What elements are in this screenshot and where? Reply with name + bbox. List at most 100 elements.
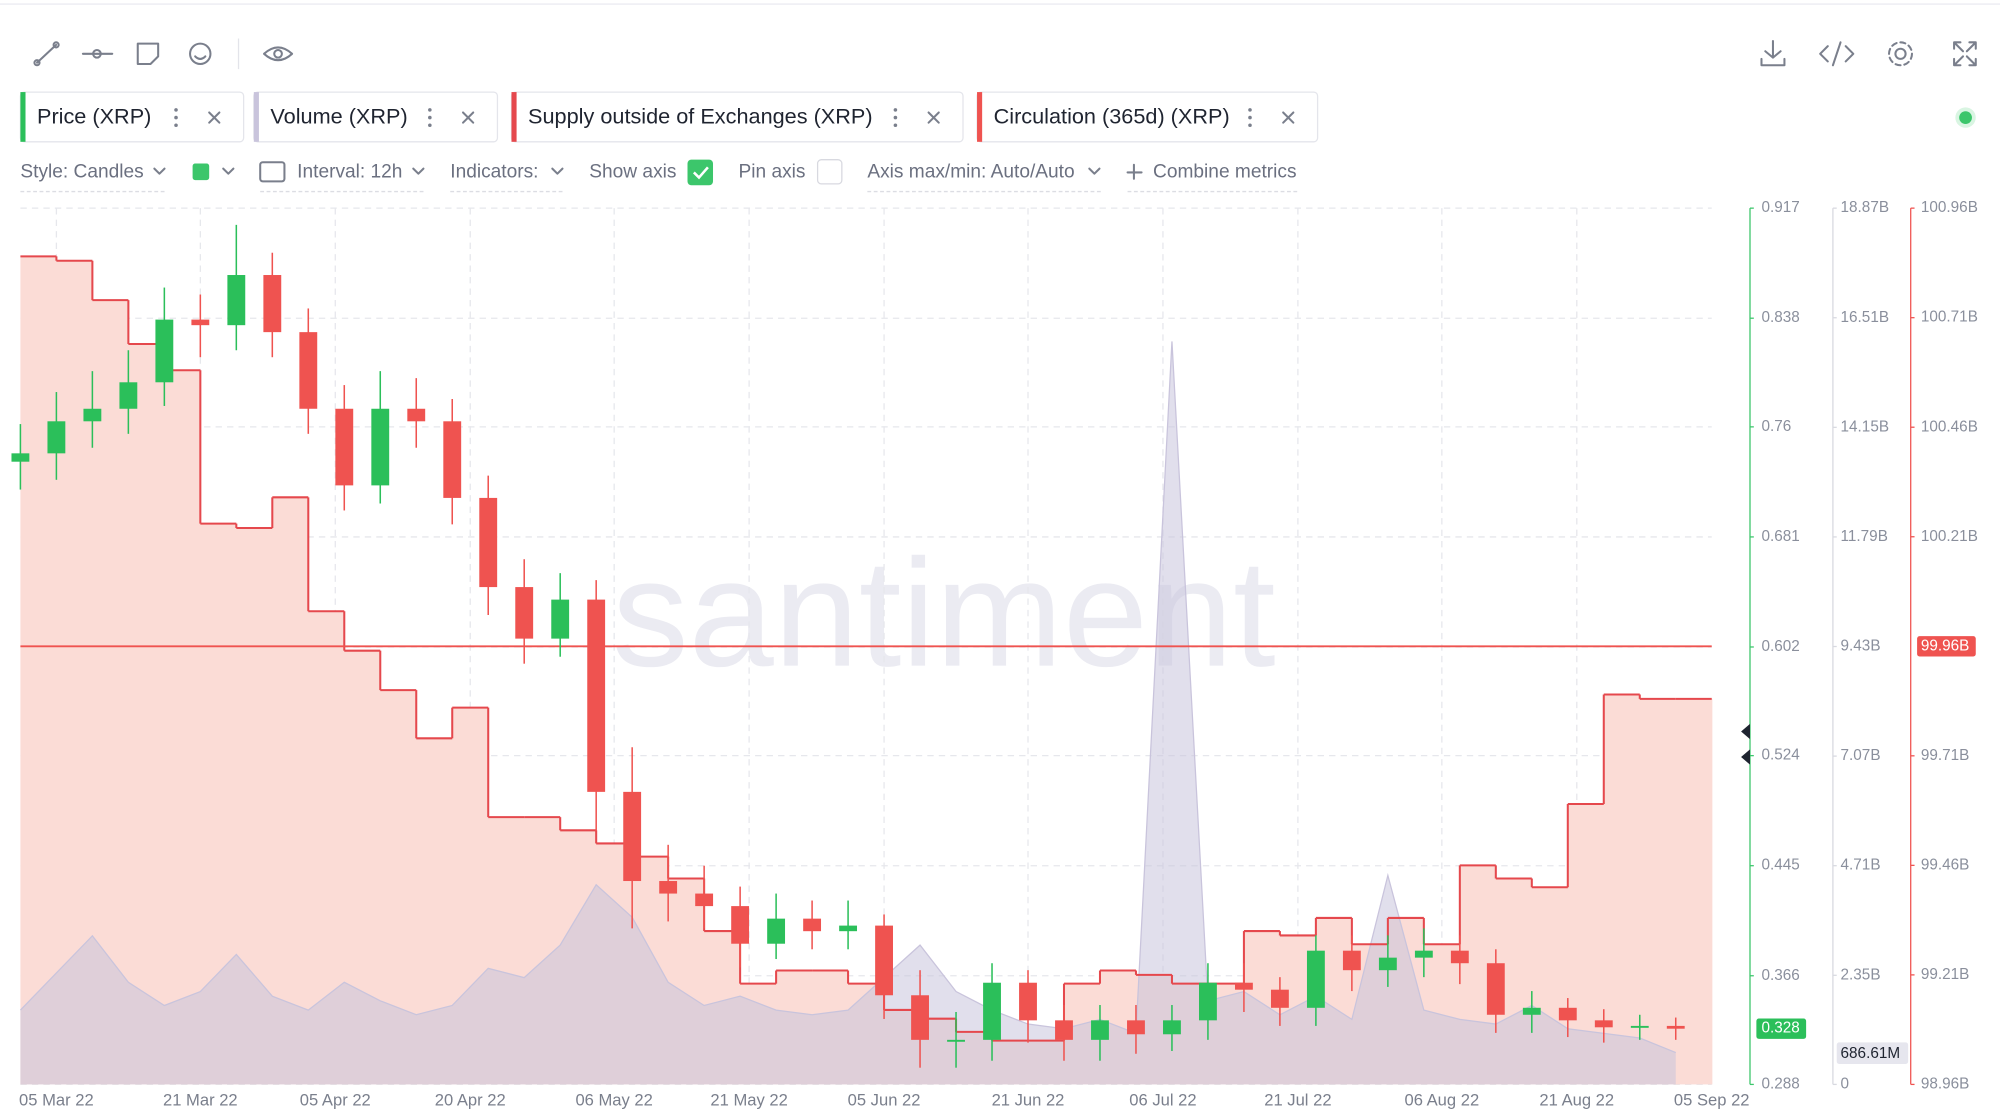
- candle-body: [515, 587, 534, 639]
- y-tick-label: 0.838: [1761, 309, 1799, 326]
- circulation-badge: [1917, 636, 1976, 657]
- y-tick-label: 2.35B: [1841, 966, 1881, 983]
- y-tick-label: 100.96B: [1921, 199, 1978, 216]
- y-tick-label: 16.51B: [1841, 309, 1889, 326]
- tab-close[interactable]: [1282, 111, 1295, 124]
- price-badge: [1756, 1018, 1807, 1039]
- tab-close[interactable]: [927, 111, 940, 124]
- y-tick-label: 99.71B: [1921, 747, 1969, 764]
- chevron: [551, 167, 564, 175]
- tab-menu[interactable]: [1248, 108, 1252, 128]
- combine-metrics-button[interactable]: Combine metrics: [1126, 161, 1298, 193]
- indicators-select[interactable]: Indicators:: [450, 161, 566, 193]
- candle-body: [983, 982, 1001, 1040]
- volume-badge-label: 686.61M: [1841, 1045, 1901, 1062]
- candle-body: [1342, 950, 1361, 971]
- candle-body: [1558, 1007, 1577, 1021]
- candle-body: [263, 275, 282, 333]
- menu-dot: [428, 123, 432, 128]
- settings-button[interactable]: [1888, 41, 1914, 67]
- candle-body: [1378, 957, 1397, 971]
- line-tool[interactable]: [33, 41, 60, 67]
- candle-body: [1270, 989, 1289, 1008]
- metric-tab[interactable]: Supply outside of Exchanges (XRP): [510, 91, 964, 143]
- menu-dot: [428, 108, 432, 112]
- show-axis-label: Show axis: [589, 161, 676, 182]
- horizontal-line-tool[interactable]: [81, 48, 114, 59]
- candle-body: [1630, 1025, 1649, 1028]
- candle-body: [155, 319, 174, 383]
- candle-body: [335, 408, 354, 486]
- candle-body: [1234, 982, 1253, 990]
- value-badges: 0.328 686.61M 99.96B: [1741, 636, 1976, 1065]
- metric-tab[interactable]: Volume (XRP): [253, 91, 499, 143]
- color-swatch: [192, 163, 210, 181]
- axis-minmax-select[interactable]: Axis max/min: Auto/Auto: [867, 161, 1103, 193]
- candle-body: [947, 1039, 965, 1042]
- candle-body: [731, 906, 750, 944]
- emoji-tool[interactable]: [189, 42, 212, 66]
- x-tick-label: 05 Jun 22: [848, 1090, 921, 1109]
- tab-label: Price (XRP): [37, 103, 151, 128]
- pin-axis-toggle[interactable]: Pin axis: [739, 159, 843, 185]
- candle-body: [299, 332, 318, 409]
- tab-label: Supply outside of Exchanges (XRP): [528, 103, 873, 128]
- axis-minmax-label: Axis max/min: Auto/Auto: [867, 161, 1074, 182]
- y-tick-label: 0.288: [1761, 1075, 1799, 1092]
- status-dot: [1959, 111, 1972, 124]
- checkmark: [692, 166, 709, 180]
- chevron: [222, 167, 235, 175]
- menu-dot: [893, 123, 898, 128]
- fullscreen-button[interactable]: [1953, 41, 1977, 67]
- candle-body: [695, 893, 714, 907]
- tab-menu[interactable]: [428, 108, 432, 128]
- pointer: [1741, 723, 1750, 765]
- show-axis-toggle[interactable]: Show axis: [589, 159, 714, 186]
- y-tick-label: 100.46B: [1921, 418, 1978, 435]
- volume-area: [20, 341, 1676, 1085]
- note-tool[interactable]: [136, 42, 160, 66]
- interval-select[interactable]: Interval: 12h: [259, 161, 427, 193]
- candle-body: [371, 408, 390, 486]
- embed-button[interactable]: [1819, 41, 1855, 67]
- menu-dot: [1248, 108, 1252, 112]
- x-tick-label: 06 Aug 22: [1404, 1090, 1479, 1109]
- tab-close[interactable]: [208, 111, 221, 124]
- x-tick-label: 05 Sep 22: [1674, 1090, 1750, 1109]
- candle-body: [407, 408, 426, 422]
- tab-close[interactable]: [461, 111, 475, 124]
- y-tick-label: 11.79B: [1841, 528, 1888, 545]
- tab-label: Volume (XRP): [270, 103, 407, 128]
- candle-body: [911, 995, 929, 1040]
- tab-menu[interactable]: [174, 108, 178, 128]
- download-button[interactable]: [1760, 40, 1786, 67]
- style-label: Style: Candles: [20, 161, 143, 182]
- candle-body: [803, 918, 822, 932]
- supply-fill: [1603, 694, 1641, 1085]
- style-select[interactable]: Style: Candles: [20, 161, 168, 193]
- checkbox: [816, 159, 843, 185]
- x-tick-label: 20 Apr 22: [435, 1090, 506, 1109]
- candle-body: [443, 421, 462, 498]
- metric-tab[interactable]: Circulation (365d) (XRP): [976, 91, 1319, 143]
- supply-fill: [20, 256, 58, 1085]
- candle-body: [767, 918, 786, 944]
- candle-body: [119, 382, 138, 409]
- controls: Style: Candles Interval: 12h Indicators:…: [20, 159, 1298, 193]
- tab-menu[interactable]: [893, 108, 898, 128]
- volume-line: [19, 341, 1676, 1054]
- tab-color-bar: [253, 92, 259, 142]
- candle-body: [47, 421, 66, 454]
- menu-dot: [893, 115, 898, 120]
- candle-body: [1666, 1025, 1685, 1029]
- x-tick-label: 21 May 22: [710, 1090, 787, 1109]
- metric-tab[interactable]: Price (XRP): [19, 91, 245, 143]
- y-tick-label: 99.46B: [1921, 856, 1969, 873]
- y-tick-label: 0.366: [1761, 967, 1799, 984]
- color-select[interactable]: [192, 163, 235, 181]
- x-tick-label: 06 Jul 22: [1129, 1090, 1196, 1109]
- visibility-toggle[interactable]: [263, 46, 294, 62]
- candle-body: [1127, 1020, 1145, 1035]
- candle-body: [1199, 982, 1217, 1021]
- y-tick-label: 14.15B: [1841, 418, 1889, 435]
